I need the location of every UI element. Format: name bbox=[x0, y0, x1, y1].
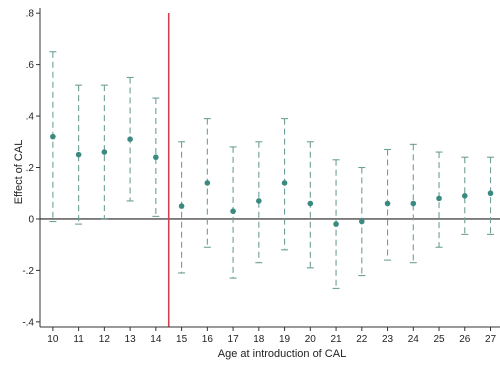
point-estimate bbox=[256, 198, 262, 204]
x-tick-label: 16 bbox=[202, 334, 214, 345]
y-tick-label: 0 bbox=[28, 214, 34, 225]
x-tick-label: 13 bbox=[125, 334, 137, 345]
x-tick-label: 27 bbox=[485, 334, 497, 345]
x-tick-label: 26 bbox=[459, 334, 471, 345]
point-estimate bbox=[487, 190, 494, 197]
x-tick-label: 23 bbox=[382, 334, 394, 345]
x-tick-label: 12 bbox=[99, 334, 111, 345]
point-estimate bbox=[461, 192, 468, 199]
point-estimate bbox=[230, 208, 236, 215]
confidence-intervals bbox=[49, 51, 495, 289]
x-tick-label: 17 bbox=[228, 334, 240, 345]
y-tick-label: .6 bbox=[26, 60, 35, 71]
x-tick-label: 25 bbox=[433, 334, 445, 345]
point-estimate bbox=[384, 200, 391, 207]
point-estimate bbox=[127, 136, 133, 143]
x-tick-label: 21 bbox=[330, 334, 342, 345]
point-estimate bbox=[359, 218, 365, 225]
x-axis-title: Age at introduction of CAL bbox=[218, 348, 346, 360]
point-estimate bbox=[333, 221, 339, 227]
x-tick-label: 18 bbox=[253, 334, 265, 345]
y-tick-label: .8 bbox=[26, 9, 35, 20]
x-tick-label: 11 bbox=[73, 334, 84, 345]
point-estimates bbox=[50, 133, 494, 227]
x-tick-label: 10 bbox=[47, 334, 59, 345]
x-tick-label: 22 bbox=[356, 334, 368, 345]
point-estimate bbox=[204, 180, 211, 186]
x-tick-label: 15 bbox=[176, 334, 188, 345]
y-tick-label: .4 bbox=[26, 112, 35, 123]
x-tick-label: 20 bbox=[305, 334, 317, 345]
point-estimate bbox=[281, 180, 288, 186]
point-estimate bbox=[178, 203, 185, 209]
x-tick-label: 24 bbox=[408, 334, 420, 345]
reference-lines bbox=[40, 13, 500, 327]
point-estimate bbox=[410, 200, 417, 207]
axes: -.4 -.2 0 .2 .4 .6 .8 10 11 12 13 14 15 16 17 18 19 20 21 2… bbox=[22, 8, 500, 345]
y-axis-title: Effect of CAL bbox=[13, 140, 25, 205]
y-tick-label: -.2 bbox=[22, 266, 34, 277]
point-estimate bbox=[101, 149, 108, 155]
point-estimate bbox=[75, 151, 82, 158]
x-tick-label: 19 bbox=[279, 334, 291, 345]
y-tick-label: .2 bbox=[26, 163, 35, 174]
point-estimate bbox=[307, 200, 314, 207]
point-estimate bbox=[50, 133, 56, 140]
point-estimate bbox=[153, 154, 159, 161]
x-tick-label: 14 bbox=[150, 334, 162, 345]
y-tick-label: -.4 bbox=[22, 317, 34, 328]
point-estimate bbox=[436, 195, 442, 202]
